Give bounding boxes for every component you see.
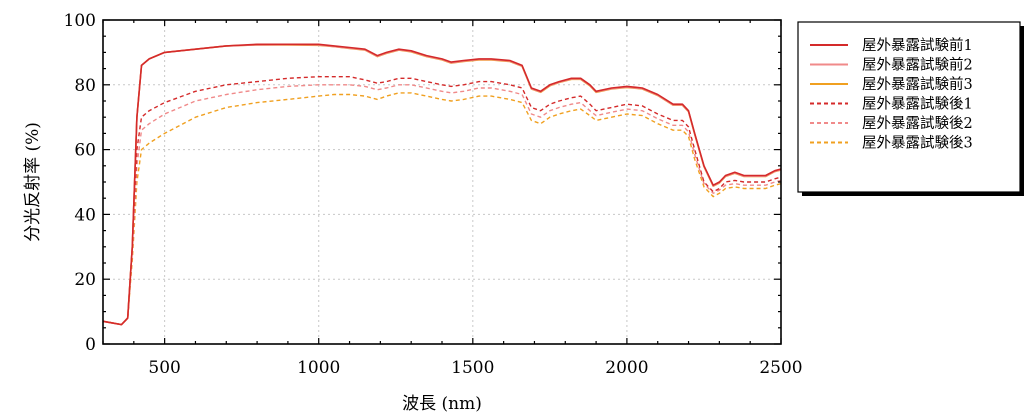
series-line: [102, 43, 782, 326]
series-lines: [102, 43, 782, 326]
legend-label: 屋外暴露試験前1: [862, 37, 973, 54]
y-axis-title: 分光反射率 (%): [23, 122, 43, 242]
x-axis-title: 波長 (nm): [402, 394, 482, 414]
legend-label: 屋外暴露試験前2: [862, 57, 973, 74]
x-tick-label: 2000: [605, 358, 648, 378]
legend: 屋外暴露試験前1 屋外暴露試験前2 屋外暴露試験前3 屋外暴露試験後1 屋外暴露試験後2…: [797, 21, 1024, 196]
legend-label: 屋外暴露試験後3: [862, 135, 973, 152]
legend-label: 屋外暴露試験後2: [862, 115, 973, 132]
x-tick-label: 2500: [759, 358, 802, 378]
series-line: [102, 44, 782, 326]
legend-box: [797, 21, 1021, 193]
y-tick-label: 20: [74, 270, 96, 290]
x-tick-label: 1000: [297, 358, 340, 378]
series-line: [102, 84, 782, 326]
grid: [103, 20, 781, 344]
y-tick-label: 0: [85, 335, 96, 355]
series-line: [102, 92, 782, 326]
y-tick-label: 60: [74, 141, 96, 161]
legend-label: 屋外暴露試験後1: [862, 96, 973, 113]
axis-ticks: 500 1000 1500 2000 2500 0 20 40 60 80 100: [64, 11, 803, 378]
x-tick-label: 500: [148, 358, 180, 378]
legend-items: 屋外暴露試験前1 屋外暴露試験前2 屋外暴露試験前3 屋外暴露試験後1 屋外暴露試験後2…: [810, 37, 973, 152]
y-tick-label: 40: [74, 205, 96, 225]
y-tick-label: 100: [64, 11, 96, 31]
series-line: [102, 76, 782, 326]
x-tick-label: 1500: [451, 358, 494, 378]
y-tick-label: 80: [74, 76, 96, 96]
legend-label: 屋外暴露試験前3: [862, 76, 973, 93]
plot-frame: [102, 19, 782, 345]
series-line: [102, 43, 782, 326]
